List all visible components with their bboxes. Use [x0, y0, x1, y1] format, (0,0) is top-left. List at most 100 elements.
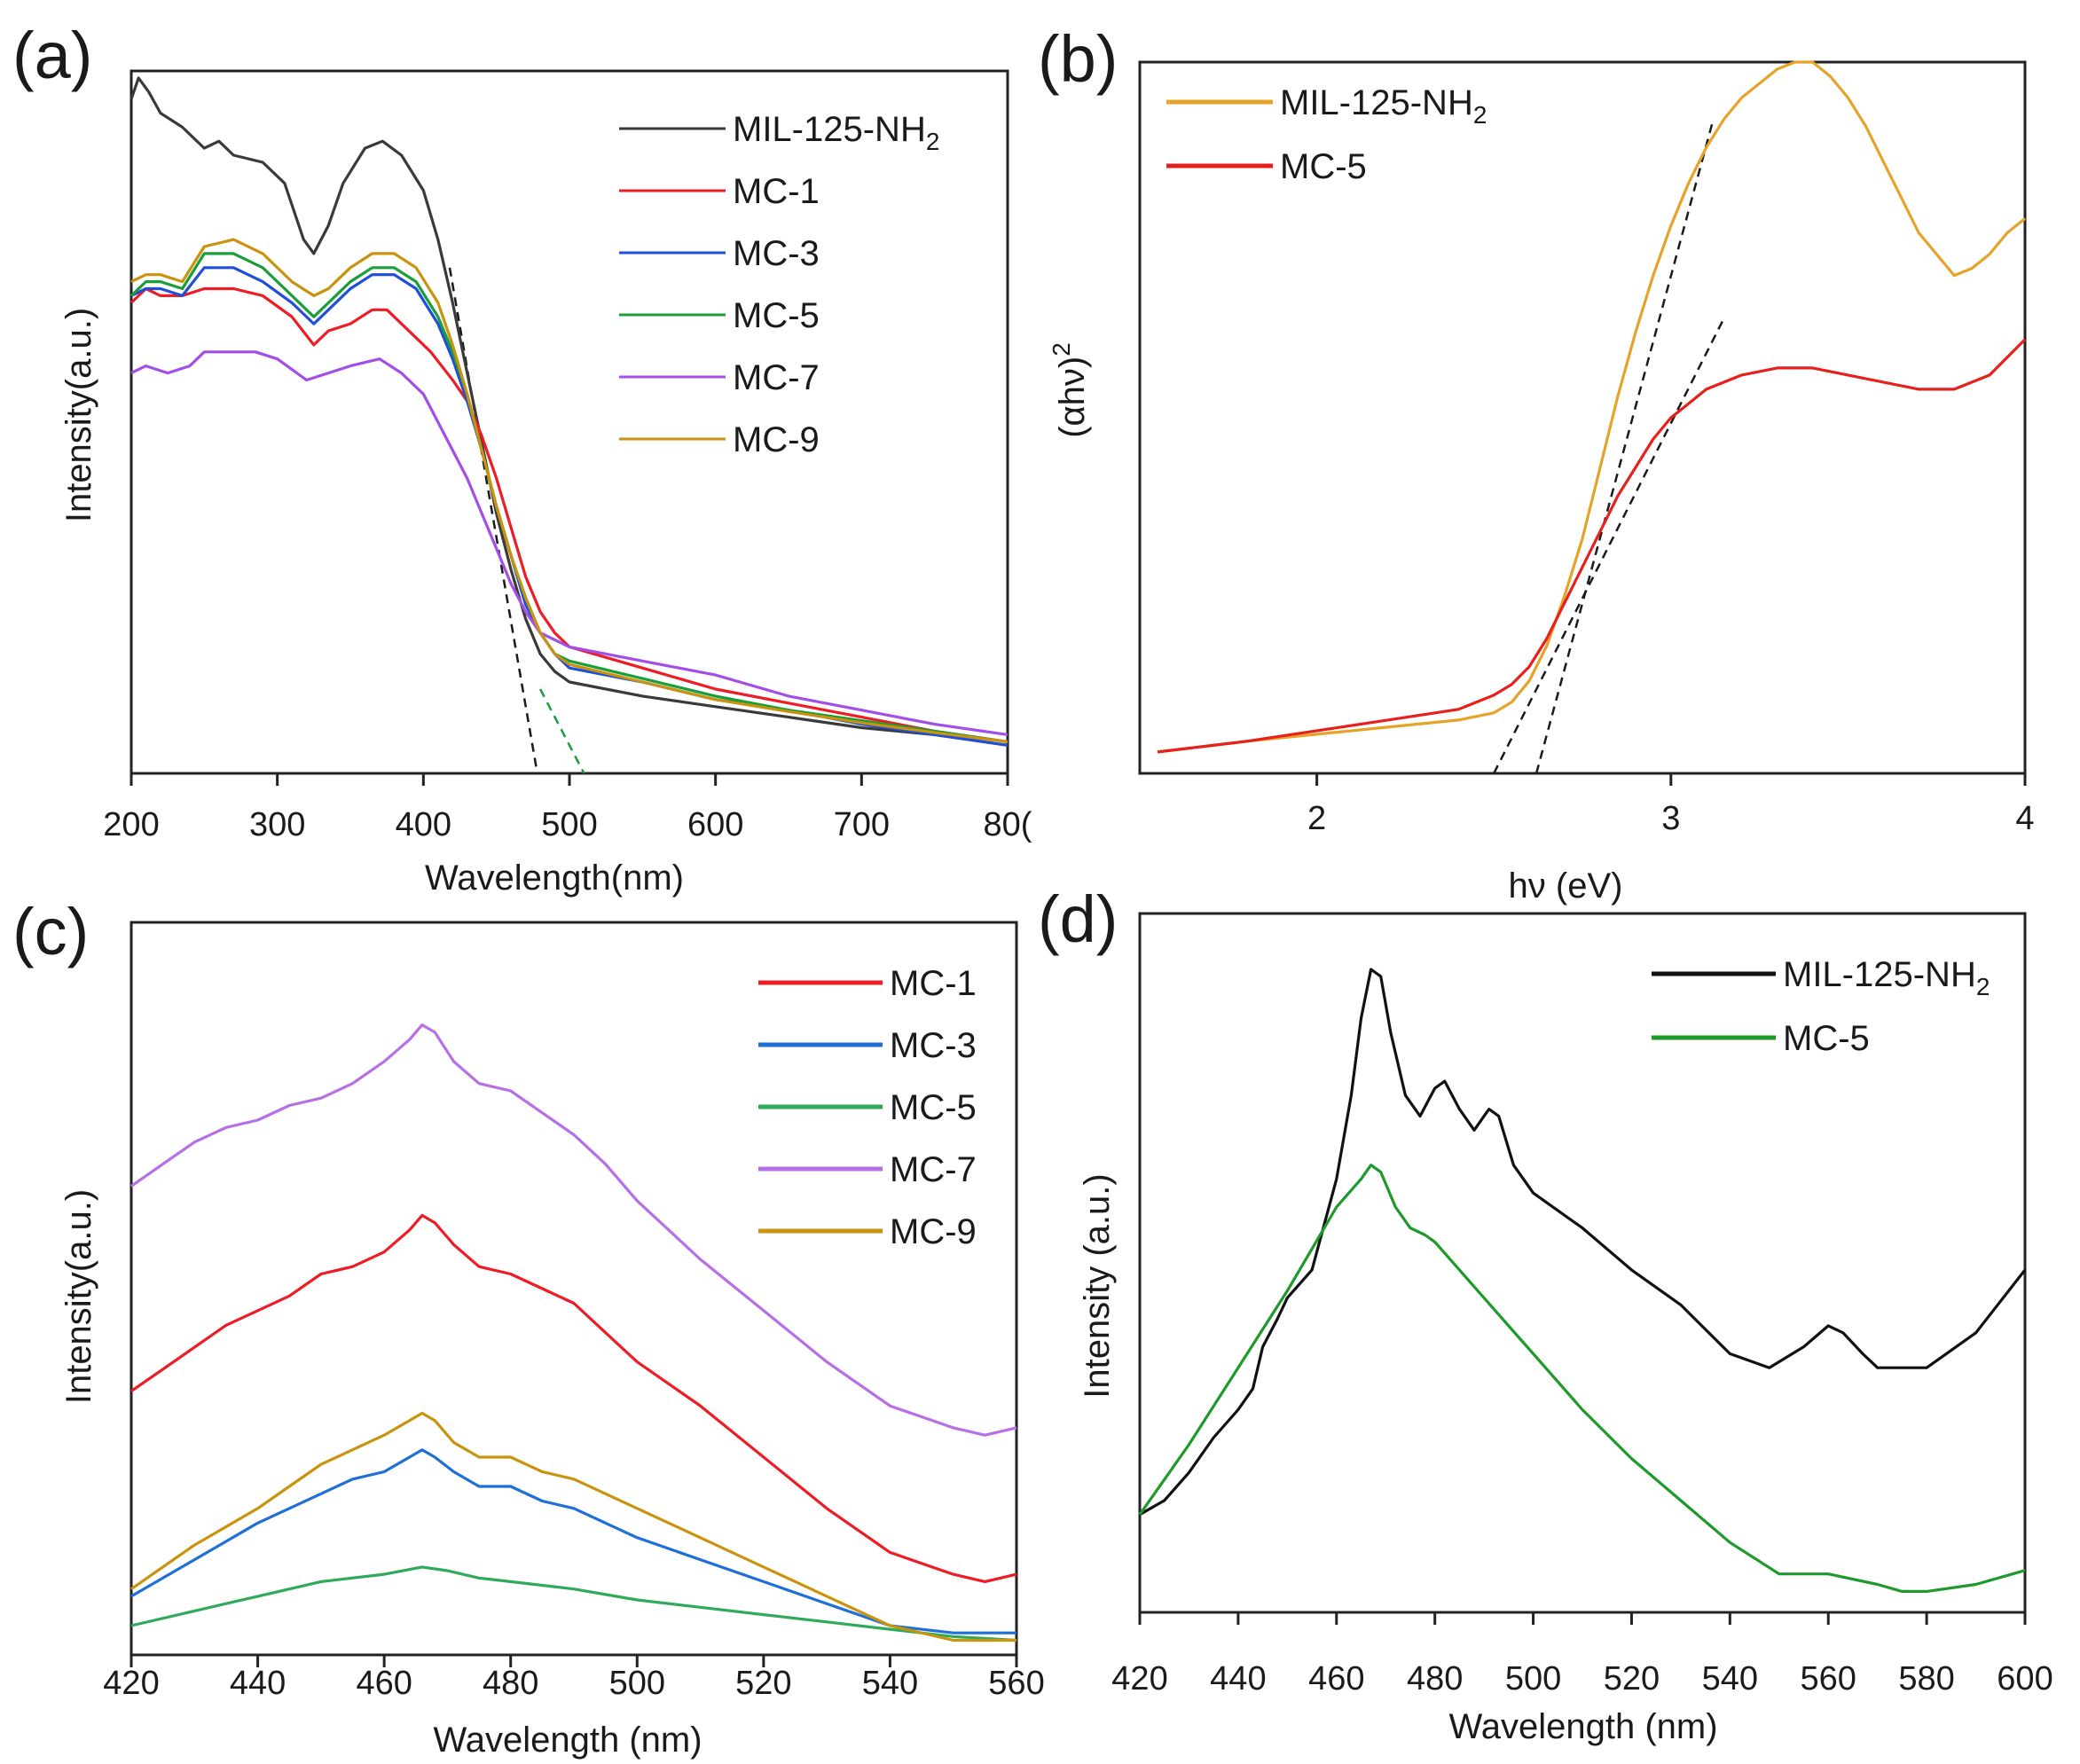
panel-d-x-tick-label: 520	[1604, 1660, 1660, 1697]
panel-c-x-tick-label: 420	[103, 1665, 159, 1702]
panel-d-legend: MIL-125-NH2 MC-5	[1652, 955, 1990, 1058]
panel-d-x-tick-label: 440	[1210, 1660, 1266, 1697]
panel-a: (a) Intensity(a.u.) Wavelength(nm) 200 30…	[12, 19, 1032, 898]
panel-label-c: (c)	[12, 895, 89, 968]
panel-b-y-axis-title-base: (αhν)	[1053, 357, 1092, 438]
panel-c-series-mc-7-line	[130, 1023, 1017, 1437]
panel-c-series-mc-3-line	[130, 1448, 1016, 1635]
panel-c-legend-label-mc-9: MC-9	[890, 1212, 977, 1251]
panel-b-series	[1157, 60, 2027, 754]
panel-a-x-tick-label: 600	[687, 806, 743, 843]
panel-d-series-mil-125-nh-line	[1139, 968, 2027, 1517]
panel-a-series-mc-1-line	[130, 286, 1009, 743]
panel-d-legend-label-mc-5: MC-5	[1783, 1019, 1870, 1058]
panel-d-legend-label-mil-125-nh: MIL-125-NH2	[1783, 955, 1990, 1000]
panel-d-x-tick-label: 460	[1308, 1660, 1364, 1697]
legend-label-base: MIL-125-NH	[1280, 83, 1473, 122]
panel-c-x-axis-title: Wavelength (nm)	[433, 1721, 702, 1760]
panel-b-x-ticks: 2 3 4	[1307, 773, 2035, 837]
panel-b-legend: MIL-125-NH2 MC-5	[1166, 83, 1487, 186]
panel-c-x-tick-label: 440	[230, 1665, 286, 1702]
panel-d-x-tick-label: 540	[1702, 1660, 1758, 1697]
panel-a-series-mc-3-line	[130, 266, 1009, 747]
panel-a-series-mil-125-nh-line	[130, 76, 1009, 747]
legend-label-subscript: 2	[1976, 973, 1990, 1000]
panel-a-legend-label-mc-7: MC-7	[733, 358, 820, 397]
panel-c-x-tick-label: 460	[356, 1665, 412, 1702]
panel-d-x-tick-label: 600	[1997, 1660, 2053, 1697]
panel-b-legend-label-mil-125-nh: MIL-125-NH2	[1280, 83, 1487, 129]
panel-d-x-tick-label: 560	[1801, 1660, 1856, 1697]
panel-c-legend-label-mc-1: MC-1	[890, 964, 977, 1003]
panel-a-x-tick-label: 500	[541, 806, 597, 843]
panel-b-series-mil-125-nh-line	[1157, 60, 2027, 754]
panel-a-legend-label-mc-1: MC-1	[733, 172, 820, 211]
panel-d-x-tick-label: 480	[1407, 1660, 1463, 1697]
panel-c-x-ticks: 420 440 460 480 500 520 540 560	[103, 1655, 1045, 1702]
panel-a-x-axis-title: Wavelength(nm)	[425, 858, 684, 898]
legend-label-base: MIL-125-NH	[1783, 955, 1976, 994]
panel-a-series-mc-5-line	[130, 252, 1009, 743]
panel-a-legend-label-mil-125-nh: MIL-125-NH2	[733, 110, 939, 155]
panel-label-b: (b)	[1038, 22, 1118, 96]
panel-b-series-mc-5-line	[1157, 338, 2027, 754]
panel-a-series-mc-7-line	[130, 350, 1009, 736]
panel-b-tangent-line	[1534, 118, 1715, 774]
panel-a-tangent-line	[448, 267, 539, 774]
panel-a-series-mc-9-line	[130, 238, 1009, 743]
panel-a-legend-label-mc-5: MC-5	[733, 296, 820, 335]
panel-c-series	[130, 1023, 1017, 1642]
panel-c-series-mc-1-line	[130, 1213, 1017, 1583]
panel-a-legend-label-mc-9: MC-9	[733, 420, 820, 459]
panel-c-x-tick-label: 560	[988, 1665, 1044, 1702]
panel-d-x-tick-label: 580	[1898, 1660, 1954, 1697]
panel-a-x-tick-label: 200	[103, 806, 159, 843]
panel-a-x-ticks: 200 300 400 500 600 700 80(	[103, 773, 1032, 843]
panel-a-series	[130, 76, 1009, 747]
panel-b-legend-label-mc-5: MC-5	[1280, 147, 1367, 186]
panel-a-x-tick-label: 300	[249, 806, 305, 843]
panel-a-tangent-line	[538, 688, 585, 774]
panel-b-y-axis-title-sup: 2	[1048, 342, 1075, 357]
panel-a-x-tick-label: 400	[396, 806, 451, 843]
panel-b-x-tick-label: 3	[1661, 800, 1680, 837]
panel-c-series-mc-9-line	[130, 1411, 1016, 1642]
panel-a-tangent-lines	[448, 267, 585, 774]
panel-b-x-tick-label: 2	[1307, 800, 1326, 837]
panel-c-y-axis-title: Intensity(a.u.)	[59, 1189, 98, 1404]
panel-b-x-tick-label: 4	[2015, 800, 2034, 837]
panel-a-legend: MIL-125-NH2 MC-1 MC-3 MC-5 MC-7 MC-9	[619, 110, 939, 459]
panel-d-x-ticks: 420 440 460 480 500 520 540 560 580 600	[1111, 1612, 2053, 1697]
panel-a-y-axis-title: Intensity(a.u.)	[59, 308, 98, 522]
panel-d-x-axis-title: Wavelength (nm)	[1448, 1707, 1717, 1746]
panel-d-plot-frame	[1138, 912, 2027, 1614]
panel-d-y-axis-title: Intensity (a.u.)	[1078, 1173, 1117, 1398]
panel-c-plot-frame	[130, 921, 1018, 1657]
panel-c-legend-label-mc-5: MC-5	[890, 1088, 977, 1127]
panel-b-tangent-line	[1493, 318, 1725, 774]
panel-b-tangent-lines	[1493, 118, 1725, 774]
panel-a-legend-label-mc-3: MC-3	[733, 234, 820, 273]
panel-c-x-tick-label: 500	[609, 1665, 665, 1702]
legend-label-base: MIL-125-NH	[733, 110, 926, 149]
panel-label-a: (a)	[12, 19, 92, 92]
panel-c: (c) Intensity(a.u.) Wavelength (nm) 420 4…	[12, 895, 1045, 1760]
panel-c-x-tick-label: 540	[862, 1665, 918, 1702]
legend-label-subscript: 2	[1473, 101, 1487, 129]
panel-c-x-tick-label: 520	[735, 1665, 791, 1702]
panel-a-x-tick-label: 700	[834, 806, 890, 843]
panel-d-x-tick-label: 420	[1111, 1660, 1167, 1697]
panel-c-legend-label-mc-7: MC-7	[890, 1150, 977, 1189]
panel-d: (d) Intensity (a.u.) Wavelength (nm) 420…	[1038, 882, 2053, 1746]
panel-b-x-axis-title: hν (eV)	[1509, 866, 1623, 906]
panel-c-legend: MC-1 MC-3 MC-5 MC-7 MC-9	[758, 964, 977, 1251]
panel-label-d: (d)	[1038, 882, 1118, 956]
panel-d-series	[1138, 968, 2027, 1593]
panel-b-plot-frame	[1138, 60, 2027, 775]
legend-label-subscript: 2	[926, 128, 940, 155]
panel-a-x-tick-label: 80(	[984, 806, 1032, 843]
panel-c-x-tick-label: 480	[483, 1665, 538, 1702]
panel-c-series-mc-5-line	[130, 1565, 1017, 1642]
